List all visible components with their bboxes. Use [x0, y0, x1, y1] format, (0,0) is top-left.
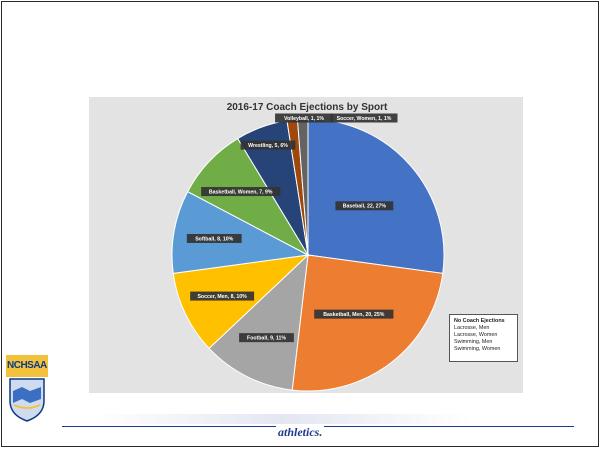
slice-label-box: [335, 201, 394, 211]
slice-label: Wrestling, 5, 6%: [240, 140, 296, 150]
slice-label-text: Wrestling, 5, 6%: [248, 143, 288, 149]
pie-slice: [291, 254, 444, 392]
pie-slice: [307, 118, 445, 274]
slice-label: Basketball, Men, 20, 25%: [314, 309, 394, 319]
chart-panel: 2016-17 Coach Ejections by Sport Basebal…: [89, 97, 523, 393]
slice-label-text: Basketball, Women, 7, 9%: [209, 189, 273, 195]
slice-label: Basketball, Women, 7, 9%: [201, 187, 281, 197]
note-item: Lacrosse, Men: [454, 325, 490, 331]
slice-label: Baseball, 22, 27%: [335, 201, 394, 211]
slice-label: Soccer, Men, 8, 10%: [190, 291, 255, 301]
slice-label-box: [314, 309, 394, 319]
slice-label-text: Soccer, Men, 8, 10%: [197, 294, 247, 300]
slice-label-text: Softball, 8, 10%: [195, 236, 233, 242]
chart-title: 2016-17 Coach Ejections by Sport: [227, 102, 388, 113]
footer-text: athletics.: [276, 425, 325, 440]
note-item: Lacrosse, Women: [454, 332, 498, 338]
pie-chart: 2016-17 Coach Ejections by Sport Basebal…: [171, 102, 445, 392]
slice-label-box: [240, 140, 296, 150]
pie-slice: [208, 253, 309, 391]
slice-labels: Baseball, 22, 27% Basketball, Men, 20, 25…: [186, 113, 398, 343]
slice-label-text: Basketball, Men, 20, 25%: [323, 312, 385, 318]
footer-faded-text: [92, 414, 472, 424]
shield-icon: [9, 378, 45, 422]
slice-label-box: [186, 233, 242, 243]
slice-label-box: [190, 291, 255, 301]
pie-slices: [171, 118, 445, 392]
pie-slice: [172, 254, 310, 350]
slice-label-box: [330, 113, 398, 123]
note-item: Swimming, Men: [454, 339, 493, 345]
slice-label-box: [201, 187, 281, 197]
slice-label: Volleyball, 1, 1%: [275, 113, 333, 123]
slice-label-text: Baseball, 22, 27%: [343, 204, 387, 210]
slice-label: Softball, 8, 10%: [186, 233, 242, 243]
logo-text: NCHSAA: [6, 355, 48, 377]
note-item: Swimming, Women: [454, 346, 501, 352]
no-ejections-note: No Coach Ejections Lacrosse, Men Lacross…: [449, 314, 518, 362]
slice-label-box: [239, 333, 294, 343]
slice-label-text: Volleyball, 1, 1%: [284, 116, 324, 122]
nchsaa-logo: NCHSAA: [6, 355, 48, 425]
slice-label-text: Soccer, Women, 1, 1%: [337, 116, 392, 122]
pie-slice: [171, 190, 310, 274]
note-title: No Coach Ejections: [454, 318, 505, 324]
slice-label: Soccer, Women, 1, 1%: [330, 113, 398, 123]
slice-label-text: Football, 9, 11%: [247, 336, 286, 342]
slice-label-box: [275, 113, 333, 123]
slice-label: Football, 9, 11%: [239, 333, 294, 343]
